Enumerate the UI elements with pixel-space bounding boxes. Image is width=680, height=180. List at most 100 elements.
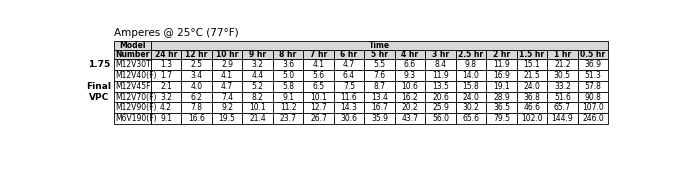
Bar [456,59,486,70]
Bar [395,70,425,81]
Bar [456,81,486,92]
Bar [334,70,364,81]
Text: 2 hr: 2 hr [493,50,510,59]
Bar [242,50,273,59]
Bar [577,102,608,113]
Text: 3.2: 3.2 [252,60,264,69]
Text: 4.1: 4.1 [313,60,324,69]
Bar [577,50,608,59]
Text: 21.4: 21.4 [249,114,266,123]
Bar [151,113,182,124]
Bar [364,81,395,92]
Text: 20.6: 20.6 [432,93,449,102]
Text: 10.1: 10.1 [310,93,327,102]
Text: 5 hr: 5 hr [371,50,388,59]
Text: 7.5: 7.5 [343,82,355,91]
Text: 90.8: 90.8 [584,93,601,102]
Bar [114,81,151,92]
Text: 6 hr: 6 hr [341,50,358,59]
Text: 9.8: 9.8 [465,60,477,69]
Text: 24 hr: 24 hr [155,50,177,59]
Bar [395,102,425,113]
Text: 5.5: 5.5 [373,60,386,69]
Bar [364,102,395,113]
Text: 2.5 hr: 2.5 hr [458,50,483,59]
Bar [303,81,334,92]
Bar [242,70,273,81]
Bar [114,102,151,113]
Text: M12V90(F): M12V90(F) [115,103,156,112]
Bar [547,70,577,81]
Bar [486,59,517,70]
Bar [486,50,517,59]
Bar [364,70,395,81]
Text: 8.4: 8.4 [435,60,447,69]
Bar [395,92,425,102]
Bar [577,59,608,70]
Text: 13.4: 13.4 [371,93,388,102]
Text: Amperes @ 25°C (77°F): Amperes @ 25°C (77°F) [114,28,238,38]
Text: 19.5: 19.5 [219,114,235,123]
Text: 1.7: 1.7 [160,71,172,80]
Text: Final: Final [86,82,112,91]
Text: 36.8: 36.8 [524,93,541,102]
Text: 16.6: 16.6 [188,114,205,123]
Text: 107.0: 107.0 [582,103,604,112]
Text: M6V190(F): M6V190(F) [115,114,157,123]
Bar [547,50,577,59]
Bar [151,81,182,92]
Bar [486,70,517,81]
Text: 3.6: 3.6 [282,60,294,69]
Bar [456,50,486,59]
Bar [425,92,456,102]
Bar [456,102,486,113]
Text: 30.2: 30.2 [462,103,479,112]
Bar [395,59,425,70]
Bar [547,102,577,113]
Bar [114,59,151,70]
Text: 8 hr: 8 hr [279,50,296,59]
Text: 36.5: 36.5 [493,103,510,112]
Text: 20.2: 20.2 [402,103,418,112]
Bar [151,41,608,50]
Text: 51.3: 51.3 [584,71,601,80]
Bar [114,50,151,59]
Text: 21.5: 21.5 [524,71,541,80]
Text: 4.7: 4.7 [343,60,355,69]
Bar [334,81,364,92]
Text: 2.9: 2.9 [221,60,233,69]
Bar [212,50,242,59]
Bar [517,70,547,81]
Bar [212,102,242,113]
Bar [364,92,395,102]
Bar [114,113,151,124]
Text: 5.8: 5.8 [282,82,294,91]
Text: 15.1: 15.1 [524,60,541,69]
Text: 24.0: 24.0 [462,93,479,102]
Text: 9.1: 9.1 [160,114,172,123]
Text: 9.3: 9.3 [404,71,416,80]
Bar [151,102,182,113]
Bar [303,70,334,81]
Bar [273,113,303,124]
Bar [212,81,242,92]
Text: 43.7: 43.7 [401,114,418,123]
Text: 4.0: 4.0 [190,82,203,91]
Text: 5.6: 5.6 [313,71,324,80]
Bar [517,50,547,59]
Bar [334,59,364,70]
Bar [395,50,425,59]
Text: 26.7: 26.7 [310,114,327,123]
Bar [334,102,364,113]
Text: 4.7: 4.7 [221,82,233,91]
Bar [182,102,212,113]
Text: 6.5: 6.5 [313,82,324,91]
Bar [334,113,364,124]
Text: 10.6: 10.6 [402,82,418,91]
Bar [486,113,517,124]
Bar [151,70,182,81]
Text: 16.2: 16.2 [402,93,418,102]
Bar [273,59,303,70]
Text: 8.7: 8.7 [373,82,386,91]
Bar [517,81,547,92]
